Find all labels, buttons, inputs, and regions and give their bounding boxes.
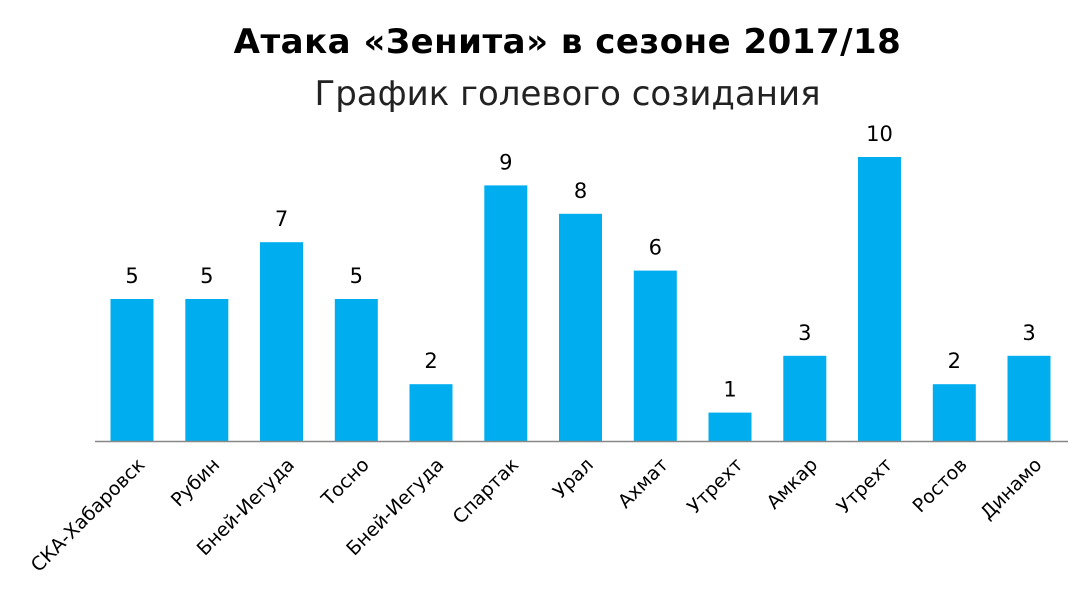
data-label: 5 — [350, 264, 363, 288]
x-tick-label: Утрехт — [833, 454, 897, 518]
x-tick-label: Ахмат — [614, 454, 673, 513]
x-tick-label: СКА-Хабаровск — [27, 454, 150, 577]
x-tick-label: Амкар — [762, 454, 822, 514]
bar — [858, 157, 901, 441]
data-label: 3 — [1022, 321, 1035, 345]
bar — [260, 242, 303, 441]
bar — [783, 355, 827, 441]
x-tick-label: Спартак — [449, 454, 524, 529]
chart-subtitle: График голевого созидания — [314, 74, 821, 114]
data-labels-layer: 5 5 7 5 2 9 8 6 1 3 10 2 3 — [125, 122, 1035, 402]
data-label: 2 — [948, 349, 961, 373]
bar — [708, 412, 752, 441]
bar — [110, 299, 154, 441]
data-label: 5 — [125, 264, 138, 288]
data-label: 2 — [424, 349, 437, 373]
x-tick-label: Динамо — [976, 454, 1046, 524]
data-label: 3 — [798, 321, 811, 345]
data-label: 10 — [866, 122, 893, 146]
bar — [633, 270, 677, 441]
x-tick-label: Тосно — [317, 454, 374, 511]
x-tick-label: Утрехт — [683, 454, 747, 518]
bar — [1007, 355, 1051, 441]
bar — [484, 185, 528, 441]
bar — [559, 213, 602, 441]
data-label: 9 — [499, 150, 512, 174]
x-tick-label: Ростов — [908, 454, 971, 517]
data-label: 6 — [649, 236, 662, 260]
bar — [334, 299, 378, 441]
x-tick-label: Рубин — [167, 454, 224, 511]
x-tick-label: Урал — [549, 454, 598, 503]
data-label: 5 — [200, 264, 213, 288]
bars-layer — [110, 157, 1051, 441]
bar — [185, 299, 229, 441]
data-label: 7 — [275, 207, 288, 231]
bar — [932, 384, 976, 441]
data-label: 1 — [723, 378, 736, 402]
bar — [409, 384, 453, 441]
data-label: 8 — [574, 179, 587, 203]
chart-title: Атака «Зенита» в сезоне 2017/18 — [233, 22, 902, 62]
